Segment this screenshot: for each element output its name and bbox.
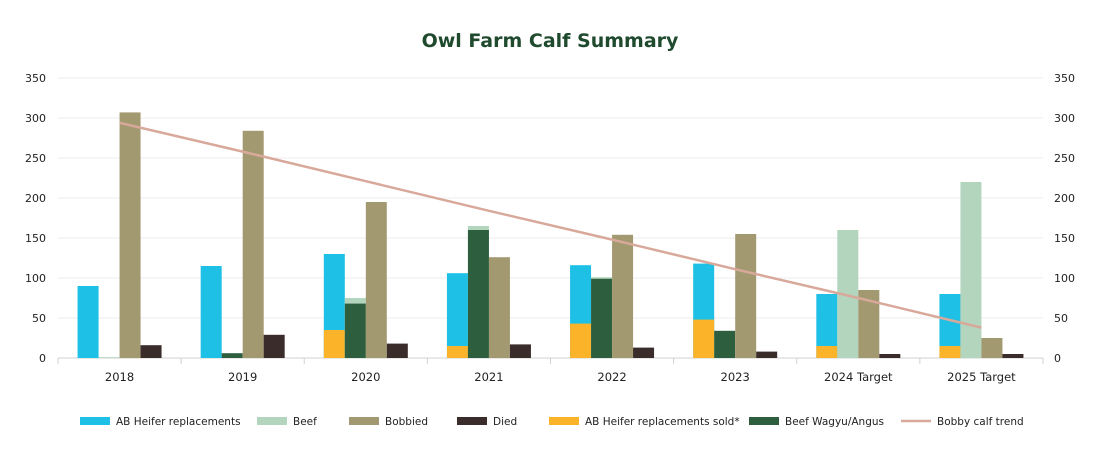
legend-swatch — [80, 417, 110, 425]
bar — [714, 330, 736, 358]
legend-label: Bobby calf trend — [937, 416, 1024, 428]
bar — [756, 351, 778, 358]
legend-label: Beef Wagyu/Angus — [785, 416, 884, 428]
y2-tick-label: 350 — [1054, 72, 1075, 85]
x-tick-label: 2018 — [105, 370, 134, 384]
bar — [77, 286, 99, 358]
bar — [816, 294, 838, 358]
y2-tick-label: 100 — [1054, 272, 1075, 285]
y2-tick-label: 250 — [1054, 152, 1075, 165]
bar — [960, 182, 982, 358]
x-tick-label: 2021 — [474, 370, 503, 384]
x-tick-label: 2022 — [597, 370, 626, 384]
y-tick-label: 200 — [25, 192, 46, 205]
bar — [879, 354, 901, 358]
bar — [633, 347, 655, 358]
y-tick-label: 150 — [25, 232, 46, 245]
bar — [939, 294, 961, 358]
bar — [242, 130, 264, 358]
bar — [119, 112, 141, 359]
legend-label: Beef — [293, 416, 317, 428]
legend-label: AB Heifer replacements — [116, 416, 241, 428]
bar — [612, 234, 634, 358]
bar — [140, 345, 162, 358]
bar — [570, 323, 592, 358]
x-tick-label: 2024 Target — [824, 370, 893, 384]
legend-swatch — [457, 417, 487, 425]
bar — [837, 230, 859, 358]
bar — [735, 234, 757, 358]
legend-swatch — [257, 417, 287, 425]
legend-label: Bobbied — [385, 416, 428, 428]
y2-tick-label: 300 — [1054, 112, 1075, 125]
bar — [939, 346, 961, 358]
bar — [981, 338, 1003, 358]
x-tick-label: 2019 — [228, 370, 257, 384]
y-tick-label: 350 — [25, 72, 46, 85]
bar — [446, 273, 468, 358]
bar — [446, 346, 468, 358]
bar — [344, 303, 366, 358]
bar — [221, 353, 243, 358]
y-tick-label: 300 — [25, 112, 46, 125]
trend-line — [119, 121, 982, 329]
y2-tick-label: 0 — [1054, 352, 1061, 365]
bar — [591, 278, 613, 358]
bar — [693, 319, 715, 358]
x-tick-label: 2025 Target — [947, 370, 1016, 384]
y2-tick-label: 200 — [1054, 192, 1075, 205]
legend-swatch — [349, 417, 379, 425]
bar — [200, 266, 222, 358]
y-tick-label: 50 — [32, 312, 46, 325]
legend-label: Died — [493, 416, 517, 428]
bar — [1002, 354, 1024, 358]
y2-tick-label: 50 — [1054, 312, 1068, 325]
x-tick-label: 2023 — [721, 370, 750, 384]
y2-tick-label: 150 — [1054, 232, 1075, 245]
y-tick-label: 250 — [25, 152, 46, 165]
bar — [816, 346, 838, 358]
bar — [365, 202, 387, 358]
bar — [98, 357, 120, 358]
bar — [263, 334, 285, 358]
bar — [386, 343, 408, 358]
bar — [323, 330, 345, 358]
x-tick-label: 2020 — [351, 370, 380, 384]
bar — [488, 257, 510, 358]
bar — [858, 290, 880, 358]
bar — [509, 344, 531, 358]
chart-title: Owl Farm Calf Summary — [421, 30, 679, 52]
legend-swatch — [749, 417, 779, 425]
bar — [467, 230, 489, 358]
y-tick-label: 0 — [39, 352, 46, 365]
y-tick-label: 100 — [25, 272, 46, 285]
legend-label: AB Heifer replacements sold* — [585, 416, 740, 428]
legend-swatch — [549, 417, 579, 425]
